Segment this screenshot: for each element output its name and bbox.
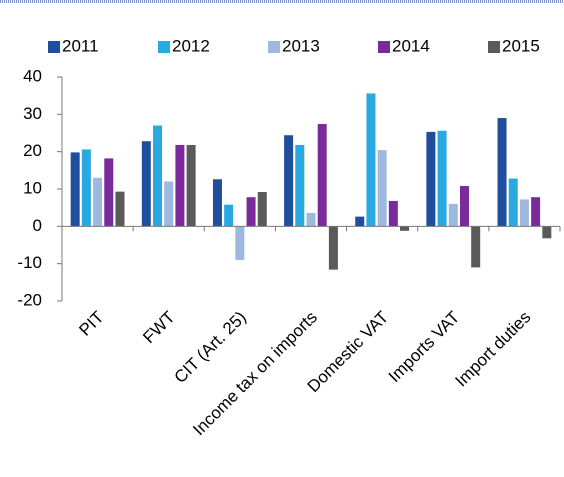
- bar: [355, 216, 365, 227]
- legend-label: 2011: [62, 36, 99, 55]
- x-tick-label: CIT (Art. 25): [171, 308, 250, 387]
- bar: [115, 191, 125, 227]
- bar: [366, 93, 376, 227]
- bar: [81, 149, 91, 227]
- bar: [141, 141, 151, 227]
- bar: [175, 144, 185, 227]
- bar: [328, 226, 338, 270]
- bar: [306, 212, 316, 227]
- bar: [104, 158, 114, 227]
- bar: [295, 144, 305, 227]
- bar: [497, 118, 507, 227]
- y-tick-label: 0: [33, 216, 42, 235]
- bar: [257, 191, 267, 227]
- legend-label: 2013: [282, 36, 320, 55]
- y-tick-label: 10: [23, 178, 42, 197]
- x-tick-label: Income tax on imports: [189, 308, 321, 440]
- legend-swatch: [268, 41, 280, 53]
- x-tick-label: PIT: [75, 308, 107, 340]
- bar: [531, 197, 541, 227]
- bar: [400, 226, 410, 231]
- bar: [153, 125, 163, 227]
- bar: [459, 186, 469, 227]
- bar: [93, 177, 103, 227]
- bar: [246, 197, 256, 227]
- x-tick-label: FWT: [139, 308, 178, 347]
- bar: [212, 179, 222, 227]
- bar: [70, 152, 80, 227]
- bar: [224, 204, 234, 227]
- bar: [164, 181, 174, 227]
- bar: [448, 203, 458, 227]
- legend-swatch: [158, 41, 170, 53]
- y-tick-label: -10: [17, 253, 42, 272]
- bar: [284, 135, 294, 227]
- legend-label: 2014: [392, 36, 430, 55]
- bar: [542, 226, 552, 239]
- bar: [437, 130, 447, 227]
- y-tick-label: 40: [23, 66, 42, 85]
- y-tick-label: -20: [17, 290, 42, 309]
- bar: [426, 131, 436, 227]
- x-tick-label: Import duties: [452, 308, 535, 391]
- bar: [186, 144, 196, 227]
- legend-swatch: [378, 41, 390, 53]
- legend-swatch: [488, 41, 500, 53]
- bar: [388, 200, 398, 227]
- legend-label: 2015: [502, 36, 540, 55]
- y-tick-label: 20: [23, 141, 42, 160]
- x-tick-label: Imports VAT: [385, 308, 463, 386]
- bar: [519, 199, 529, 227]
- bar: [377, 150, 387, 227]
- bar: [235, 226, 245, 260]
- y-tick-label: 30: [23, 104, 42, 123]
- bar: [508, 178, 518, 227]
- legend-swatch: [48, 41, 60, 53]
- bar: [317, 124, 327, 227]
- bar: [471, 226, 481, 268]
- legend-label: 2012: [172, 36, 210, 55]
